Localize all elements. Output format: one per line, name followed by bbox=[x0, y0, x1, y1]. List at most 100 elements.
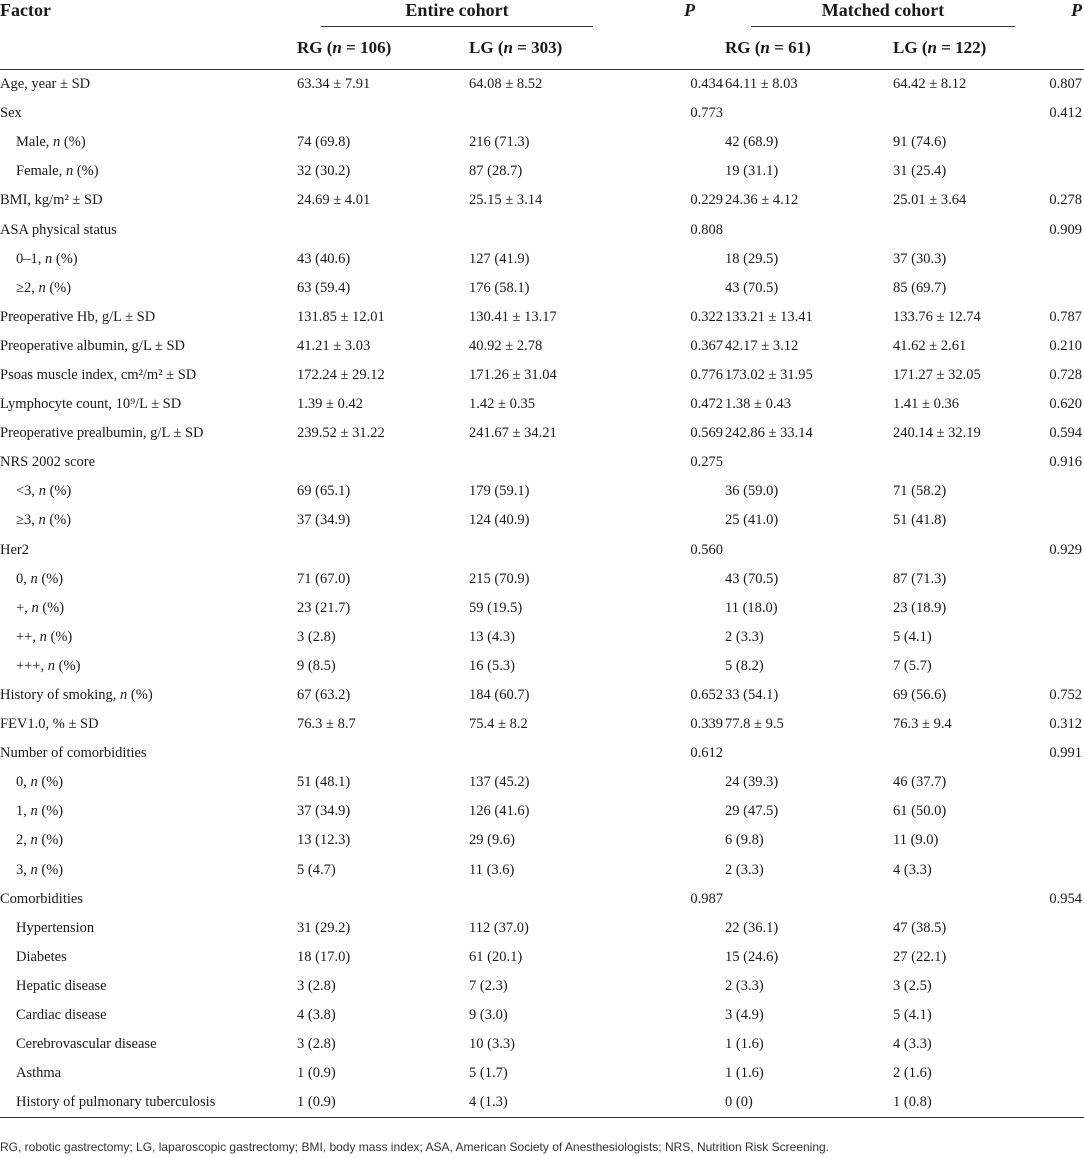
value-cell bbox=[469, 885, 617, 914]
value-cell: 240.14 ± 32.19 bbox=[893, 425, 981, 442]
p-value-cell bbox=[1041, 477, 1084, 506]
table-row: ≥3, n (%) 37 (34.9) 124 (40.9) 25 (41.0) 51 … bbox=[0, 506, 1084, 535]
value-cell bbox=[725, 99, 893, 128]
p-value-cell: 0.339 bbox=[690, 716, 723, 733]
value-cell: 13 (12.3) bbox=[297, 832, 351, 849]
value-cell: 10 (3.3) bbox=[469, 1036, 515, 1053]
value-cell bbox=[725, 885, 893, 914]
value-cell: 0 (0) bbox=[725, 1088, 893, 1119]
p-value-cell: 0.773 bbox=[690, 105, 723, 122]
p-value-cell bbox=[617, 652, 725, 681]
table-row: 1, n (%) 37 (34.9) 126 (41.6) 29 (47.5) 61 (… bbox=[0, 797, 1084, 826]
p-value-cell: 0.728 bbox=[1049, 366, 1082, 383]
value-cell: 37 (34.9) bbox=[297, 512, 351, 529]
value-cell: 7 (5.7) bbox=[893, 657, 932, 674]
p-value-cell: 0.787 bbox=[1049, 308, 1082, 325]
value-cell: 63.34 ± 7.91 bbox=[297, 76, 371, 93]
value-cell: 13 (4.3) bbox=[469, 628, 515, 645]
row-label: Comorbidities bbox=[0, 890, 83, 907]
value-cell: 1.39 ± 0.42 bbox=[297, 396, 363, 413]
row-label: Asthma bbox=[16, 1065, 62, 1082]
value-cell: 131.85 ± 12.01 bbox=[297, 308, 385, 325]
value-cell: 75.4 ± 8.2 bbox=[469, 716, 528, 733]
value-cell: 171.26 ± 31.04 bbox=[469, 366, 557, 383]
table-row: Cerebrovascular disease 3 (2.8) 10 (3.3) 1 … bbox=[0, 1030, 1084, 1059]
row-label: +++, n (%) bbox=[16, 657, 81, 674]
row-label: Number of comorbidities bbox=[0, 745, 147, 762]
value-cell: 37 (34.9) bbox=[297, 803, 351, 820]
row-label: Lymphocyte count, 10⁹/L ± SD bbox=[0, 396, 182, 413]
p-value-cell bbox=[1041, 797, 1084, 826]
value-cell: 59 (19.5) bbox=[469, 599, 523, 616]
table-row: Comorbidities 0.987 0.954 bbox=[0, 885, 1084, 914]
value-cell: 7 (2.3) bbox=[469, 977, 508, 994]
p-value-cell bbox=[1041, 652, 1084, 681]
value-cell: 27 (22.1) bbox=[893, 948, 947, 965]
value-cell: 25 (41.0) bbox=[725, 512, 779, 529]
row-label: Preoperative prealbumin, g/L ± SD bbox=[0, 425, 204, 442]
value-cell: 1 (1.6) bbox=[725, 1065, 764, 1082]
value-cell: 74 (69.8) bbox=[297, 134, 351, 151]
value-cell: 4 (1.3) bbox=[469, 1088, 617, 1119]
p-value-cell: 0.312 bbox=[1049, 716, 1082, 733]
value-cell: 3 (2.8) bbox=[297, 1036, 336, 1053]
table-row: Hypertension 31 (29.2) 112 (37.0) 22 (36.1)… bbox=[0, 914, 1084, 943]
p-value-cell: 0.229 bbox=[690, 192, 723, 209]
value-cell bbox=[893, 215, 1041, 244]
p-value-cell bbox=[617, 1059, 725, 1088]
col-header-rg-entire: RG (n = 106) bbox=[297, 38, 392, 57]
value-cell: 1 (1.6) bbox=[725, 1036, 764, 1053]
p-value-cell: 0.807 bbox=[1049, 76, 1082, 93]
table-row: 0, n (%) 51 (48.1) 137 (45.2) 24 (39.3) 46 (… bbox=[0, 768, 1084, 797]
value-cell: 42 (68.9) bbox=[725, 134, 779, 151]
value-cell: 33 (54.1) bbox=[725, 687, 779, 704]
table-row: <3, n (%) 69 (65.1) 179 (59.1) 36 (59.0) 71 … bbox=[0, 477, 1084, 506]
value-cell bbox=[725, 536, 893, 565]
p-value-cell: 0.987 bbox=[690, 890, 723, 907]
value-cell: 1.41 ± 0.36 bbox=[893, 396, 959, 413]
value-cell: 9 (3.0) bbox=[469, 1007, 508, 1024]
p-value-cell: 0.954 bbox=[1049, 890, 1082, 907]
value-cell: 76.3 ± 9.4 bbox=[893, 716, 952, 733]
row-label: Preoperative albumin, g/L ± SD bbox=[0, 337, 186, 354]
p-value-cell bbox=[617, 274, 725, 303]
table-row: +, n (%) 23 (21.7) 59 (19.5) 11 (18.0) 23 (1… bbox=[0, 594, 1084, 623]
p-value-cell bbox=[617, 477, 725, 506]
p-value-cell bbox=[617, 826, 725, 855]
p-value-cell: 0.560 bbox=[690, 541, 723, 558]
value-cell: 31 (25.4) bbox=[893, 163, 947, 180]
p-value-cell: 0.275 bbox=[690, 454, 723, 471]
row-label: History of pulmonary tuberculosis bbox=[0, 1088, 297, 1119]
table-row: ≥2, n (%) 63 (59.4) 176 (58.1) 43 (70.5) 85 … bbox=[0, 274, 1084, 303]
row-label: Hypertension bbox=[16, 919, 95, 936]
p-value-cell bbox=[617, 623, 725, 652]
p-value-cell: 0.594 bbox=[1049, 425, 1082, 442]
value-cell: 5 (1.7) bbox=[469, 1065, 508, 1082]
value-cell: 61 (20.1) bbox=[469, 948, 523, 965]
p-value-cell: 0.434 bbox=[690, 76, 723, 93]
table-row: Preoperative albumin, g/L ± SD 41.21 ± 3.… bbox=[0, 332, 1084, 361]
row-label: Cardiac disease bbox=[16, 1007, 107, 1024]
value-cell: 239.52 ± 31.22 bbox=[297, 425, 385, 442]
value-cell: 87 (71.3) bbox=[893, 570, 947, 587]
row-label: Diabetes bbox=[16, 948, 67, 965]
table-row: Age, year ± SD 63.34 ± 7.91 64.08 ± 8.52 0.… bbox=[0, 70, 1084, 100]
value-cell bbox=[297, 215, 469, 244]
p-value-cell bbox=[1041, 565, 1084, 594]
table-row: +++, n (%) 9 (8.5) 16 (5.3) 5 (8.2) 7 (5.7) bbox=[0, 652, 1084, 681]
p-value-cell bbox=[1041, 1059, 1084, 1088]
p-value-cell: 0.776 bbox=[690, 366, 723, 383]
row-label: Female, n (%) bbox=[16, 163, 99, 180]
value-cell: 124 (40.9) bbox=[469, 512, 530, 529]
p-value-cell bbox=[617, 856, 725, 885]
value-cell: 1.38 ± 0.43 bbox=[725, 396, 791, 413]
row-label: 2, n (%) bbox=[16, 832, 64, 849]
value-cell: 51 (48.1) bbox=[297, 774, 351, 791]
p-value-cell bbox=[1041, 594, 1084, 623]
p-value-cell bbox=[617, 914, 725, 943]
table-row: Hepatic disease 3 (2.8) 7 (2.3) 2 (3.3) 3 (2… bbox=[0, 972, 1084, 1001]
p-value-cell: 0.808 bbox=[690, 221, 723, 238]
value-cell: 64.11 ± 8.03 bbox=[725, 76, 798, 93]
value-cell: 24.36 ± 4.12 bbox=[725, 192, 799, 209]
value-cell: 41.21 ± 3.03 bbox=[297, 337, 371, 354]
